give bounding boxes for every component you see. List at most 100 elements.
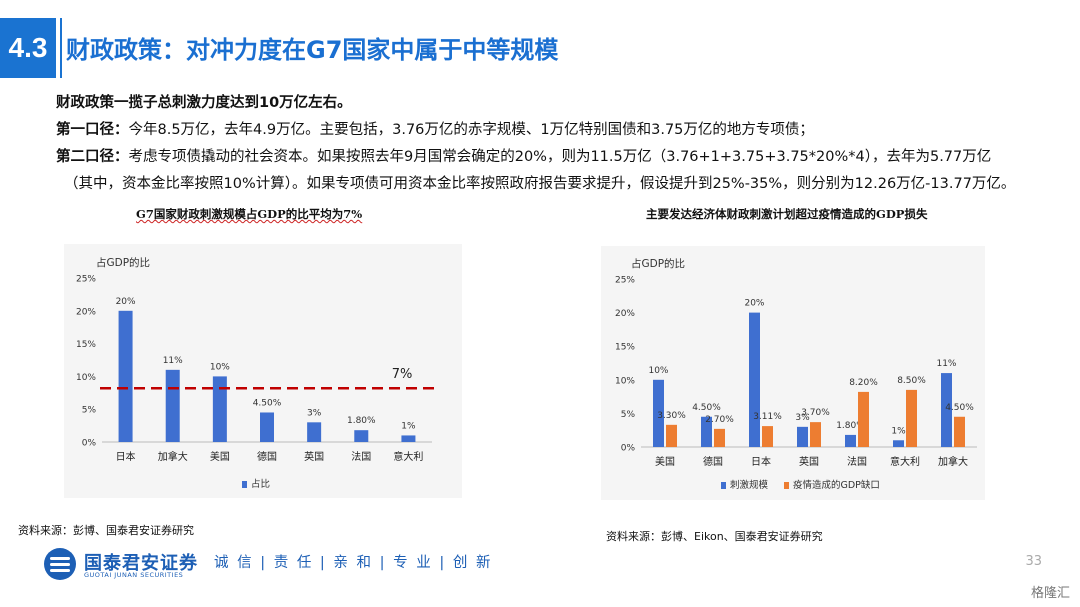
chart2-bar-2 <box>714 428 725 447</box>
chart2-bar-2 <box>810 422 821 447</box>
chart1-average-label: 7% <box>392 367 413 382</box>
chart2-y-axis-label: 占GDP的比 <box>631 257 685 270</box>
chart2-x-tick-label: 德国 <box>703 455 723 468</box>
section-number: 4.3 <box>0 18 56 78</box>
chart1-x-tick-label: 德国 <box>257 450 277 463</box>
chart2-bar-2 <box>954 416 965 447</box>
p2-label: 第二口径： <box>56 149 129 165</box>
chart2-data-label: 1% <box>891 426 906 436</box>
chart2-y-tick-label: 5% <box>621 410 636 420</box>
lead-sentence: 财政政策一揽子总刺激力度达到10万亿左右。 <box>56 95 352 111</box>
chart2-bar-2 <box>906 389 917 447</box>
chart2-data-label: 8.20% <box>849 378 878 388</box>
chart2-data-label: 11% <box>936 359 956 369</box>
chart1-bar-1 <box>165 369 180 442</box>
chart1-y-axis-label: 占GDP的比 <box>96 256 150 269</box>
chart1-x-tick-label: 加拿大 <box>158 450 188 463</box>
chart1-data-label: 1.80% <box>347 416 376 426</box>
paragraph-2: 第二口径：考虑专项债撬动的社会资本。如果按照去年9月国常会确定的20%，则为11… <box>56 144 1066 171</box>
paragraph-2-continued: （其中，资本金比率按照10%计算）。如果专项债可用资本金比率按照政府报告要求提升… <box>64 176 1016 192</box>
chart1-y-tick-label: 20% <box>76 307 96 317</box>
chart2-bar-2 <box>762 426 773 447</box>
paragraph-1: 第一口径：今年8.5万亿，去年4.9万亿。主要包括，3.76万亿的赤字规模、1万… <box>56 117 1066 144</box>
chart1-bar-1 <box>307 422 322 442</box>
p1-label: 第一口径： <box>56 122 129 138</box>
chart1-x-tick-label: 美国 <box>210 450 230 463</box>
chart1-bar-1 <box>401 435 416 442</box>
chart2-x-tick-label: 日本 <box>751 455 771 468</box>
chart2-x-tick-label: 加拿大 <box>938 455 968 468</box>
header-divider <box>60 18 62 78</box>
page-number: 33 <box>1025 554 1042 569</box>
chart2-x-tick-label: 意大利 <box>890 455 920 468</box>
chart1-panel: 占GDP的比 0% 5% 10% 15% 20% 25% 日本 20% 加拿大 11% 美国 10% 德国… <box>64 244 462 498</box>
slide-header: 4.3 财政政策：对冲力度在G7国家中属于中等规模 <box>0 18 1080 78</box>
chart2-legend-swatch <box>784 482 789 489</box>
chart2-title: 主要发达经济体财政刺激计划超过疫情造成的GDP损失 <box>646 207 928 221</box>
chart2-bar-1 <box>749 312 760 447</box>
chart2-y-tick-label: 20% <box>615 309 635 319</box>
chart2-data-label: 1.80% <box>836 421 865 431</box>
chart2-panel: 占GDP的比 0% 5% 10% 15% 20% 25% 美国 10% 3.30% 德国 4.50% 2… <box>601 246 985 500</box>
logo-text-en: GUOTAI JUNAN SECURITIES <box>84 571 184 579</box>
chart2-bar-1 <box>701 416 712 447</box>
chart1-data-label: 4.50% <box>253 398 282 408</box>
chart1-data-label: 10% <box>210 362 230 372</box>
chart2-data-label: 3.11% <box>753 412 782 422</box>
chart2-y-tick-label: 25% <box>615 276 635 286</box>
chart2-bar-1 <box>797 426 808 447</box>
chart1-data-label: 3% <box>307 408 322 418</box>
chart2-data-label: 8.50% <box>897 376 926 386</box>
chart2-data-label: 3.30% <box>657 411 686 421</box>
watermark: 格隆汇 <box>1030 586 1070 601</box>
chart1-x-tick-label: 法国 <box>351 450 371 463</box>
chart1-bar-1 <box>212 376 227 442</box>
chart2-legend-label: 刺激规模 <box>730 479 769 491</box>
logo-text-cn: 国泰君安证券 <box>84 553 198 574</box>
chart1-y-tick-label: 25% <box>76 275 96 285</box>
chart2-bar-2 <box>666 424 677 447</box>
chart1-legend-label: 占比 <box>251 478 270 490</box>
company-slogan: 诚 信 | 责 任 | 亲 和 | 专 业 | 创 新 <box>214 555 493 571</box>
slide-footer: 国泰君安证券 GUOTAI JUNAN SECURITIES 诚 信 | 责 任… <box>0 540 1080 607</box>
chart2-y-tick-label: 0% <box>621 444 636 454</box>
p2-text: 考虑专项债撬动的社会资本。如果按照去年9月国常会确定的20%，则为11.5万亿（… <box>128 149 992 165</box>
chart1-bar-1 <box>118 310 133 442</box>
chart1-svg: 占GDP的比 0% 5% 10% 15% 20% 25% 日本 20% 加拿大 11% 美国 10% 德国… <box>76 256 436 490</box>
chart1-y-tick-label: 5% <box>82 406 97 416</box>
chart2-bar-2 <box>858 391 869 447</box>
chart2-bar-1 <box>893 440 904 447</box>
chart2-x-tick-label: 英国 <box>799 455 819 468</box>
chart2-source: 资料来源：彭博、Eikon、国泰君安证券研究 <box>606 530 823 543</box>
chart2-data-label: 4.50% <box>692 403 721 413</box>
chart1-x-tick-label: 意大利 <box>393 450 423 463</box>
chart2-legend-swatch <box>721 482 726 489</box>
chart2-data-label: 20% <box>744 299 764 309</box>
chart1-bar-1 <box>354 430 369 442</box>
chart1-data-label: 11% <box>163 356 183 366</box>
chart1-data-label: 1% <box>401 421 416 431</box>
chart1-y-tick-label: 15% <box>76 340 96 350</box>
chart2-x-tick-label: 美国 <box>655 455 675 468</box>
chart2-data-label: 3.70% <box>801 408 830 418</box>
chart2-data-label: 10% <box>648 366 668 376</box>
chart2-bar-1 <box>845 434 856 447</box>
body-text: 财政政策一揽子总刺激力度达到10万亿左右。 第一口径：今年8.5万亿，去年4.9… <box>56 90 1066 198</box>
chart2-data-label: 2.70% <box>705 415 734 425</box>
p1-text: 今年8.5万亿，去年4.9万亿。主要包括，3.76万亿的赤字规模、1万亿特别国债… <box>128 122 814 138</box>
chart1-y-tick-label: 10% <box>76 373 96 383</box>
chart2-x-tick-label: 法国 <box>847 455 867 468</box>
chart1-x-tick-label: 日本 <box>116 450 136 463</box>
chart2-legend-label: 疫情造成的GDP缺口 <box>793 479 880 491</box>
slide-title: 财政政策：对冲力度在G7国家中属于中等规模 <box>66 36 559 64</box>
chart2-bar-1 <box>941 373 952 447</box>
chart2-data-label: 4.50% <box>945 403 974 413</box>
chart1-legend-swatch <box>242 481 247 488</box>
chart2-bar-1 <box>653 379 664 447</box>
chart1-x-tick-label: 英国 <box>304 450 324 463</box>
chart1-title: G7国家财政刺激规模占GDP的比平均为7% <box>136 207 363 221</box>
chart1-y-tick-label: 0% <box>82 439 97 449</box>
chart2-svg: 占GDP的比 0% 5% 10% 15% 20% 25% 美国 10% 3.30% 德国 4.50% 2… <box>615 257 977 491</box>
company-logo-icon <box>44 548 76 580</box>
chart2-y-tick-label: 10% <box>615 376 635 386</box>
